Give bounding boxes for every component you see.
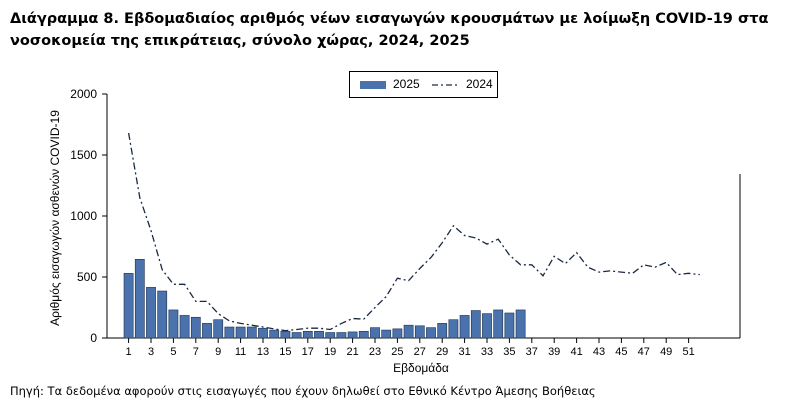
bar-2025 xyxy=(515,309,526,339)
y-axis-label: Αριθμός εισαγωγών ασθενών COVID-19 xyxy=(48,110,62,326)
bar-2025 xyxy=(179,315,190,339)
x-tick-label: 51 xyxy=(682,346,694,358)
x-tick-label: 9 xyxy=(215,346,221,358)
bar-2025 xyxy=(269,329,280,339)
bar-2025 xyxy=(258,327,268,339)
bar-2025 xyxy=(190,316,201,339)
bar-2025 xyxy=(392,328,403,339)
legend: 2025 2024 xyxy=(349,71,498,98)
bar-2025 xyxy=(302,330,313,339)
x-tick-label: 1 xyxy=(126,346,132,358)
y-tick-label: 0 xyxy=(90,331,97,345)
x-tick-label: 3 xyxy=(148,346,154,358)
x-tick-label: 47 xyxy=(638,346,650,358)
bar-2025 xyxy=(448,319,459,339)
bar-2025 xyxy=(168,309,179,339)
source-note: Πηγή: Τα δεδομένα αφορούν στις εισαγωγές… xyxy=(10,384,596,398)
line-2024 xyxy=(127,132,700,332)
bar-2025 xyxy=(202,323,212,339)
x-tick-label: 13 xyxy=(257,346,269,358)
x-tick-label: 15 xyxy=(279,346,291,358)
legend-label-2025: 2025 xyxy=(393,77,420,91)
x-tick-label: 37 xyxy=(526,346,538,358)
legend-line-2024 xyxy=(432,84,458,86)
x-tick-label: 19 xyxy=(324,346,336,358)
bar-2025 xyxy=(459,315,470,339)
x-tick-label: 25 xyxy=(391,346,403,358)
bar-2025 xyxy=(504,312,515,339)
line-2024-path xyxy=(127,132,700,332)
bar-2025 xyxy=(280,330,291,339)
y-tick-label: 1000 xyxy=(70,209,97,223)
bar-2025 xyxy=(246,326,257,339)
x-tick-label: 43 xyxy=(593,346,605,358)
bar-2025 xyxy=(482,313,492,339)
x-tick-label: 27 xyxy=(414,346,426,358)
bar-2025 xyxy=(314,330,324,339)
bar-2025 xyxy=(123,273,134,339)
x-tick-label: 33 xyxy=(481,346,493,358)
bar-2025 xyxy=(358,330,369,339)
legend-swatch-2025 xyxy=(360,81,386,89)
chart-axes xyxy=(102,93,741,343)
legend-label-2024: 2024 xyxy=(466,77,493,91)
x-axis-label: Εβδομάδα xyxy=(393,361,449,375)
bar-2025 xyxy=(291,332,302,339)
bar-2025 xyxy=(134,259,145,339)
x-tick-label: 17 xyxy=(302,346,314,358)
x-tick-label: 41 xyxy=(570,346,582,358)
bar-2025 xyxy=(381,329,392,339)
bar-2025 xyxy=(146,287,156,339)
x-tick-label: 7 xyxy=(193,346,199,358)
x-tick-label: 45 xyxy=(615,346,627,358)
bar-2025 xyxy=(224,326,235,339)
x-tick-label: 39 xyxy=(548,346,560,358)
bar-2025 xyxy=(213,319,224,339)
bar-2025 xyxy=(493,309,504,339)
y-tick-label: 1500 xyxy=(70,148,97,162)
bar-2025 xyxy=(470,310,481,339)
x-tick-label: 35 xyxy=(503,346,515,358)
bar-2025 xyxy=(336,332,347,339)
bar-2025 xyxy=(235,326,246,339)
x-tick-label: 31 xyxy=(458,346,470,358)
y-tick-label: 2000 xyxy=(70,87,97,101)
bar-2025 xyxy=(157,290,168,339)
x-tick-label: 5 xyxy=(170,346,176,358)
chart-title: Διάγραμμα 8. Εβδομαδιαίος αριθμός νέων ε… xyxy=(10,11,769,49)
bar-2025 xyxy=(426,327,436,339)
x-tick-label: 11 xyxy=(235,346,246,358)
x-tick-label: 23 xyxy=(369,346,381,358)
x-tick-label: 29 xyxy=(436,346,448,358)
bar-2025 xyxy=(325,332,336,339)
x-tick-label: 21 xyxy=(346,346,358,358)
bar-2025 xyxy=(370,327,380,339)
bar-2025 xyxy=(414,325,425,339)
bar-2025 xyxy=(437,323,448,339)
y-tick-label: 500 xyxy=(77,270,97,284)
bar-2025 xyxy=(403,324,414,339)
bar-2025 xyxy=(347,331,358,339)
bars-2025 xyxy=(123,259,526,339)
x-tick-label: 49 xyxy=(660,346,672,358)
